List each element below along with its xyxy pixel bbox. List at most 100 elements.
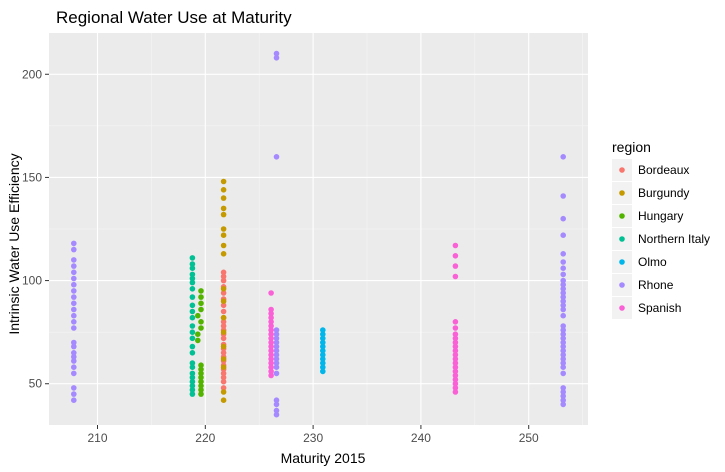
point-northern-italy: [189, 383, 196, 389]
point-spanish: [268, 343, 274, 350]
y-axis-ticks: 50 100 150 200: [22, 67, 49, 391]
point-rhone: [71, 263, 77, 269]
point-spanish: [268, 368, 274, 375]
point-hungary: [198, 294, 204, 300]
point-burgundy: [220, 226, 227, 232]
point-rhone: [560, 271, 566, 278]
point-rhone: [71, 281, 77, 288]
point-burgundy: [220, 286, 227, 292]
point-spanish: [452, 368, 459, 375]
point-spanish: [268, 310, 274, 317]
point-spanish: [452, 273, 459, 280]
point-rhone: [71, 354, 77, 360]
point-olmo: [320, 347, 326, 354]
point-northern-italy: [189, 255, 196, 261]
point-rhone: [71, 306, 77, 313]
point-spanish: [268, 331, 274, 338]
point-rhone: [560, 401, 566, 408]
point-hungary: [198, 362, 204, 369]
point-rhone: [560, 356, 566, 362]
point-bordeaux: [220, 378, 227, 385]
point-northern-italy: [189, 314, 196, 321]
point-olmo: [320, 368, 326, 375]
point-rhone: [560, 385, 566, 391]
point-rhone: [560, 327, 566, 333]
point-burgundy: [220, 211, 227, 218]
point-rhone: [71, 397, 77, 404]
point-burgundy: [220, 298, 227, 305]
point-hungary: [198, 383, 204, 389]
point-bordeaux: [220, 370, 227, 377]
point-rhone: [273, 335, 280, 342]
point-spanish: [452, 360, 459, 366]
legend-label-northern-italy: Northern Italy: [638, 232, 710, 246]
legend-swatch-olmo: [619, 259, 625, 265]
chart-title: Regional Water Use at Maturity: [56, 8, 292, 27]
point-northern-italy: [189, 391, 196, 397]
point-hungary: [198, 387, 204, 393]
point-hungary: [198, 319, 204, 325]
point-spanish: [268, 335, 274, 342]
point-northern-italy: [189, 286, 196, 292]
legend-title: region: [612, 139, 651, 155]
point-bordeaux: [220, 323, 227, 329]
point-spanish: [452, 364, 459, 371]
point-olmo: [320, 343, 326, 350]
point-rhone: [71, 275, 77, 282]
point-burgundy: [220, 205, 227, 212]
point-spanish: [452, 347, 459, 354]
point-rhone: [560, 251, 566, 257]
legend-swatch-spanish: [619, 305, 625, 311]
point-rhone: [273, 50, 280, 57]
point-rhone: [71, 269, 77, 276]
point-burgundy: [220, 195, 227, 201]
point-rhone: [560, 393, 566, 399]
legend-swatch-northern-italy: [619, 236, 625, 242]
point-burgundy: [220, 314, 227, 321]
point-rhone: [560, 343, 566, 350]
point-rhone: [560, 281, 566, 288]
point-northern-italy: [189, 364, 196, 371]
point-rhone: [560, 352, 566, 358]
point-burgundy: [220, 397, 227, 404]
point-rhone: [560, 298, 566, 305]
point-hungary: [198, 374, 204, 381]
point-rhone: [273, 55, 280, 61]
point-hungary: [198, 306, 204, 313]
legend: region Bordeaux Burgundy Hungary Northern I…: [612, 139, 710, 319]
point-spanish: [452, 325, 459, 331]
point-spanish: [452, 352, 459, 358]
x-tick-label: 240: [411, 431, 431, 445]
x-tick-label: 210: [87, 431, 107, 445]
point-northern-italy: [189, 323, 196, 329]
point-spanish: [452, 319, 459, 325]
point-rhone: [560, 331, 566, 338]
legend-swatch-bordeaux: [619, 167, 625, 173]
point-rhone: [71, 257, 77, 263]
point-spanish: [268, 360, 274, 366]
point-northern-italy: [189, 370, 196, 377]
point-rhone: [71, 288, 77, 294]
point-northern-italy: [189, 335, 196, 342]
point-rhone: [71, 370, 77, 377]
point-rhone: [273, 356, 280, 362]
point-olmo: [320, 327, 326, 333]
legend-label-burgundy: Burgundy: [638, 186, 689, 200]
point-rhone: [71, 385, 77, 391]
point-spanish: [268, 306, 274, 313]
point-rhone: [560, 259, 566, 265]
point-rhone: [273, 347, 280, 354]
point-rhone: [560, 290, 566, 296]
point-rhone: [71, 319, 77, 325]
point-bordeaux: [220, 290, 227, 296]
point-rhone: [560, 215, 566, 222]
point-rhone: [273, 401, 280, 408]
point-spanish: [452, 385, 459, 391]
point-northern-italy: [189, 294, 196, 300]
point-rhone: [560, 306, 566, 313]
point-rhone: [560, 364, 566, 371]
point-burgundy: [220, 232, 227, 238]
point-rhone: [273, 360, 280, 366]
point-hungary: [198, 325, 204, 331]
point-olmo: [320, 364, 326, 371]
